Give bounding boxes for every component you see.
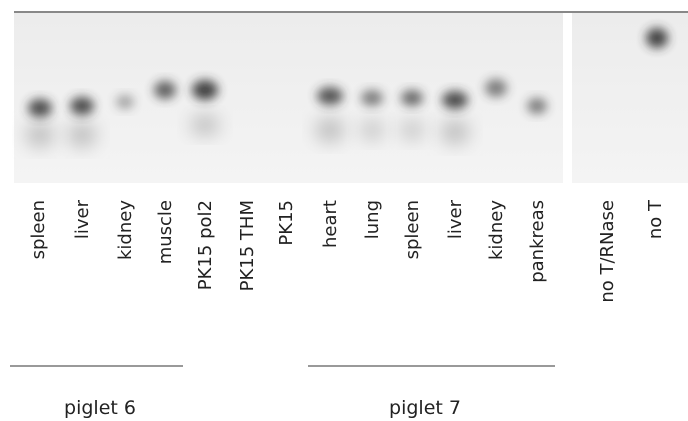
lane-label: heart — [320, 200, 341, 248]
lane-label: no T/RNase — [597, 200, 618, 303]
gel-figure: spleen liver kidney muscle PK15 pol2 PK15 THM… — [0, 0, 688, 421]
lane-label: liver — [72, 199, 93, 239]
lane-label: kidney — [486, 200, 507, 260]
lane-label: liver — [445, 199, 466, 239]
lane-label: muscle — [155, 200, 176, 264]
lane-label: pankreas — [527, 200, 548, 283]
lane-label: spleen — [402, 200, 423, 259]
lane-label: PK15 — [276, 200, 297, 246]
lane-label: no T — [645, 199, 666, 239]
group-label: piglet 7 — [389, 397, 461, 419]
lane-label: PK15 THM — [237, 200, 258, 291]
lane-label: PK15 pol2 — [195, 200, 216, 290]
lane-labels: spleen liver kidney muscle PK15 pol2 PK15 THM… — [28, 199, 666, 303]
lane-label: lung — [362, 200, 383, 239]
lane-label: kidney — [115, 200, 136, 260]
group-label: piglet 6 — [64, 397, 136, 419]
gel — [14, 12, 688, 183]
lane-label: spleen — [28, 200, 49, 259]
